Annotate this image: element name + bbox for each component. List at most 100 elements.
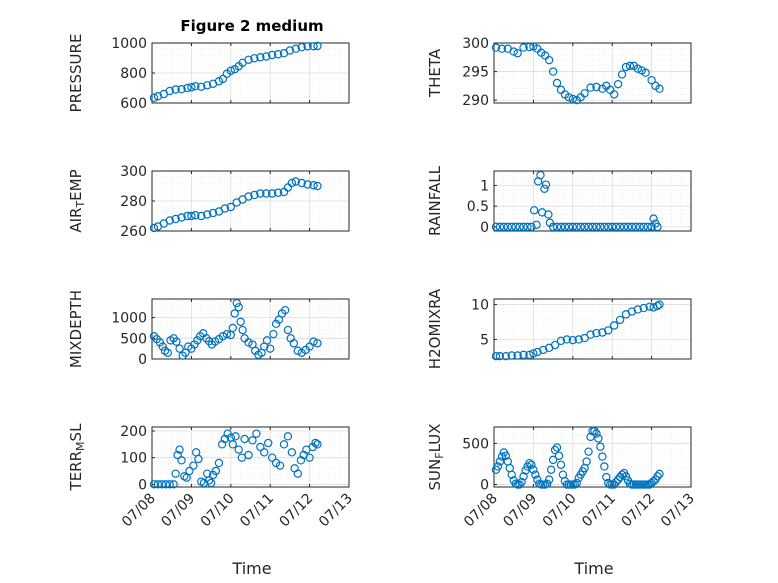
data-point (631, 222, 641, 232)
data-point (187, 211, 196, 221)
y-tick-label: 600 (120, 96, 147, 112)
data-point (157, 480, 167, 489)
y-tick-label: 280 (120, 194, 147, 210)
data-point (576, 222, 585, 232)
data-point (580, 222, 589, 232)
data-point (604, 478, 613, 488)
data-point (244, 450, 253, 460)
data-point (313, 440, 322, 449)
y-tick-label: 200 (120, 424, 147, 440)
data-point (570, 480, 579, 489)
data-point (532, 220, 541, 229)
data-point (262, 336, 272, 345)
data-point (592, 82, 601, 92)
grid (151, 42, 350, 104)
data-point (602, 472, 611, 482)
data-point (244, 338, 253, 347)
data-point (191, 81, 200, 91)
data-point (202, 81, 212, 90)
data-point (623, 222, 633, 232)
data-point (521, 466, 530, 475)
data-point (627, 222, 637, 232)
data-point (250, 54, 259, 63)
data-point (289, 339, 299, 348)
data-point (177, 456, 186, 465)
data-point (529, 206, 539, 215)
data-point (519, 350, 528, 360)
data-point (231, 432, 240, 441)
data-point (519, 472, 528, 481)
data-point (641, 68, 650, 77)
data-point (248, 436, 257, 445)
data-point (501, 451, 511, 460)
data-point (617, 470, 627, 479)
y-tick-label: 290 (462, 93, 489, 109)
data-point (604, 222, 613, 232)
data-point (220, 204, 230, 213)
data-point (183, 83, 192, 93)
data-point (228, 323, 237, 333)
y-axis-label: MIXDEPTH (67, 290, 85, 368)
data-point (218, 74, 228, 84)
data-point (165, 86, 174, 96)
data-point (173, 450, 182, 460)
data-point (529, 349, 538, 358)
subplot-1: 600 800 1000 PRESSURE (67, 34, 350, 113)
data-point (556, 222, 566, 232)
data-point (604, 326, 613, 335)
data-point (540, 184, 549, 193)
series-markers (149, 298, 322, 360)
series-markers (491, 300, 664, 361)
data-point (655, 469, 664, 479)
data-point (519, 43, 528, 52)
data-point (165, 480, 174, 489)
data-point (572, 222, 581, 232)
y-axis-label: THETA (426, 48, 444, 98)
data-point (525, 42, 534, 52)
grid (493, 299, 692, 359)
subplot-2: 290 295 300 THETA (426, 36, 692, 109)
data-point (287, 178, 297, 188)
data-point (633, 305, 643, 314)
data-point (175, 344, 184, 353)
data-point (552, 78, 562, 88)
data-point (564, 222, 574, 232)
data-point (493, 462, 503, 471)
data-point (206, 478, 216, 488)
data-point (647, 75, 656, 85)
data-point (499, 222, 509, 232)
data-point (279, 440, 289, 449)
data-point (617, 70, 627, 79)
data-point (178, 351, 187, 360)
data-point (252, 429, 261, 438)
data-point (256, 442, 265, 452)
y-tick-label: 800 (120, 66, 147, 82)
data-point (264, 438, 273, 448)
data-point (185, 466, 194, 476)
data-point (293, 469, 302, 478)
y-tick-label: 0 (480, 478, 489, 494)
grid (151, 170, 350, 232)
data-point (161, 480, 170, 489)
data-point (256, 53, 265, 62)
data-point (643, 222, 652, 232)
data-point (584, 447, 593, 456)
data-point (653, 222, 662, 232)
data-point (653, 472, 662, 481)
data-point (546, 465, 556, 474)
data-point (609, 321, 619, 330)
data-point (273, 188, 283, 197)
data-point (533, 347, 542, 357)
data-point (204, 476, 214, 485)
y-tick-label: 260 (120, 224, 147, 240)
data-point (234, 303, 243, 312)
data-point (584, 222, 593, 232)
data-point (527, 460, 536, 470)
data-point (539, 345, 548, 355)
y-axis-label: PRESSURE (67, 34, 85, 113)
data-point (313, 339, 322, 348)
data-point (542, 479, 552, 488)
y-tick-label: 300 (120, 164, 147, 180)
data-point (202, 334, 211, 343)
